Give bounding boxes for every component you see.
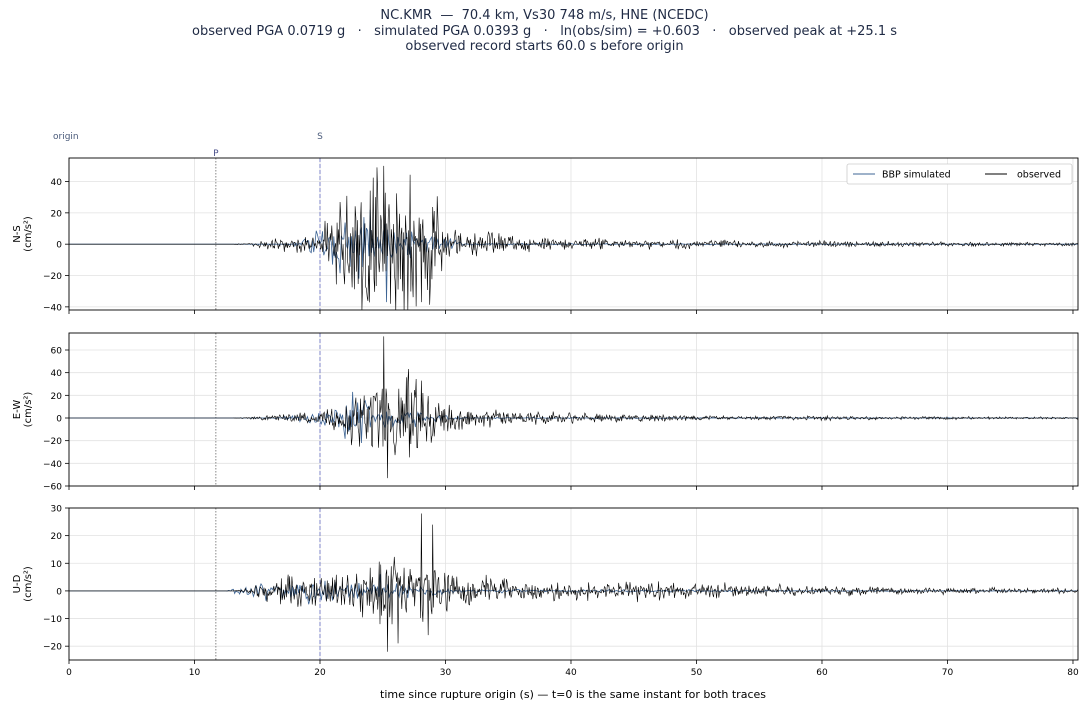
title-line-3: observed record starts 60.0 s before ori…	[405, 39, 684, 54]
observed-trace	[69, 165, 1078, 310]
y-axis-label-line: N-S	[12, 225, 23, 242]
x-tick-label: 10	[189, 668, 201, 678]
x-tick-label: 50	[691, 668, 703, 678]
p-marker-label: P	[213, 149, 219, 159]
x-tick-label: 70	[942, 668, 954, 678]
legend-label-observed: observed	[1017, 170, 1061, 181]
legend: BBP simulated observed	[846, 163, 1073, 185]
y-axis-label: U-D(cm/s²)	[12, 566, 34, 602]
simulated-trace	[69, 209, 1078, 303]
x-axis-label: time since rupture origin (s) — t=0 is t…	[380, 688, 766, 701]
panel-frame	[68, 157, 1079, 311]
y-tick-label: 20	[51, 532, 63, 542]
y-tick-label: 0	[56, 241, 62, 251]
y-tick-label: 30	[51, 505, 63, 515]
panel-1-traces	[69, 165, 1078, 310]
panel-2-traces	[69, 336, 1078, 479]
y-axis-label-line: (cm/s²)	[23, 392, 34, 428]
y-axis-label-line: (cm/s²)	[23, 566, 34, 602]
y-tick-label: −60	[43, 483, 62, 493]
observed-trace	[69, 336, 1078, 479]
chart-title: NC.KMR — 70.4 km, Vs30 748 m/s, HNE (NCE…	[0, 8, 1089, 55]
y-tick-label: 40	[51, 369, 63, 379]
y-tick-label: −40	[43, 460, 62, 470]
panel-3-traces	[69, 513, 1078, 652]
legend-box	[846, 163, 1073, 185]
y-tick-label: −20	[43, 437, 62, 447]
s-marker-label: S	[317, 132, 323, 142]
y-tick-label: 10	[51, 560, 63, 570]
title-line-2: observed PGA 0.0719 g · simulated PGA 0.…	[191, 23, 898, 39]
x-tick-label: 80	[1067, 668, 1079, 678]
x-tick-label: 30	[440, 668, 452, 678]
y-tick-label: −40	[43, 303, 62, 313]
legend-label-simulated: BBP simulated	[882, 170, 951, 181]
y-tick-label: 40	[51, 178, 63, 188]
y-tick-label: 0	[56, 587, 62, 597]
x-tick-label: 60	[816, 668, 828, 678]
y-tick-label: −20	[43, 643, 62, 653]
y-axis-label-line: (cm/s²)	[23, 216, 34, 252]
axes-layer: −40−2002040N-S(cm/s²)−60−40−200204060E-W…	[12, 157, 1079, 678]
y-axis-label-line: E-W	[12, 400, 23, 420]
y-tick-label: 0	[56, 415, 62, 425]
phase-markers: origin P S	[53, 132, 323, 660]
y-tick-label: 60	[51, 347, 63, 357]
title-line-1: NC.KMR — 70.4 km, Vs30 748 m/s, HNE (NCE…	[380, 8, 709, 23]
origin-marker-label: origin	[53, 132, 79, 142]
y-tick-label: −10	[43, 615, 62, 625]
y-axis-label-line: U-D	[12, 574, 23, 593]
x-tick-label: 40	[565, 668, 577, 678]
grid-layer	[68, 158, 1078, 660]
observed-trace	[69, 513, 1078, 652]
panel-frame	[68, 332, 1079, 487]
x-tick-label: 20	[314, 668, 326, 678]
y-axis-label: E-W(cm/s²)	[12, 392, 34, 428]
traces-layer	[69, 165, 1078, 652]
x-tick-label: 0	[66, 668, 72, 678]
panel-frame	[68, 507, 1079, 661]
y-axis-label: N-S(cm/s²)	[12, 216, 34, 252]
y-tick-label: 20	[51, 392, 63, 402]
y-tick-label: −20	[43, 272, 62, 282]
y-tick-label: 20	[51, 209, 63, 219]
simulated-trace	[69, 574, 1078, 605]
